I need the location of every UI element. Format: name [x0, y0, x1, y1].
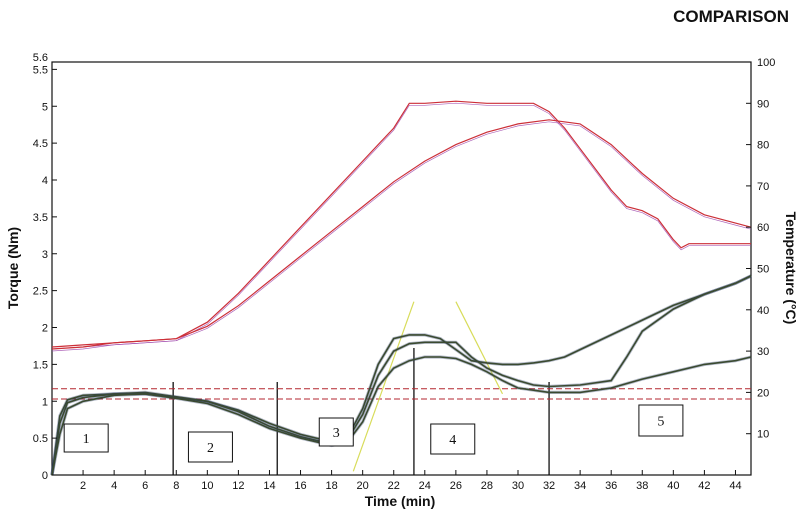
left-tick-label: 0.5	[33, 433, 48, 445]
guide-line-2	[455, 301, 504, 395]
left-tick-label: 5	[42, 101, 48, 113]
x-tick-label: 40	[667, 480, 679, 492]
torque-series-1-band	[50, 274, 752, 476]
x-tick-label: 16	[294, 480, 306, 492]
x-tick-label: 44	[729, 480, 741, 492]
guide-lines	[352, 301, 504, 472]
left-tick-label: 3	[42, 249, 48, 261]
phase-box-label: 3	[333, 426, 340, 441]
torque-series-2-band	[50, 274, 752, 476]
x-tick-label: 38	[636, 480, 648, 492]
left-tick-label: 3.5	[33, 212, 48, 224]
right-tick-label: 40	[757, 305, 769, 317]
x-tick-label: 32	[543, 480, 555, 492]
temperature-series-2-replicate	[51, 121, 752, 352]
phase-box-label: 5	[657, 415, 664, 430]
x-axis-ticks: 2 4 6 8 10 12 14 16 18 20 22 24 26 28 30 32 34 36 38 40 42 44	[80, 470, 742, 492]
right-tick-label: 70	[757, 181, 769, 193]
right-tick-label: 60	[757, 222, 769, 234]
right-axis-ticks: 10 20 30 40 50 60 70 80 90 100	[746, 57, 775, 441]
phase-boundary-lines	[172, 348, 550, 475]
phase-label-boxes: 1 2 3 4 5	[63, 404, 684, 463]
temperature-series-1	[51, 100, 751, 348]
right-tick-label: 80	[757, 140, 769, 152]
torque-series-1	[51, 275, 752, 476]
right-tick-label: 10	[757, 429, 769, 441]
x-tick-label: 24	[419, 480, 431, 492]
torque-series-3	[51, 356, 752, 476]
guide-line-1	[352, 301, 415, 472]
x-tick-label: 20	[357, 480, 369, 492]
right-tick-label: 90	[757, 98, 769, 110]
x-tick-label: 14	[263, 480, 275, 492]
phase-box-label: 4	[449, 433, 456, 448]
x-tick-label: 18	[325, 480, 337, 492]
phase-box-frame	[63, 423, 109, 453]
x-tick-label: 34	[574, 480, 586, 492]
x-tick-label: 42	[698, 480, 710, 492]
right-axis-title: Temperature (°C)	[783, 212, 799, 325]
x-tick-label: 10	[201, 480, 213, 492]
x-tick-label: 22	[388, 480, 400, 492]
x-tick-label: 8	[173, 480, 179, 492]
right-tick-label: 30	[757, 346, 769, 358]
phase-box-2: 2	[187, 431, 233, 463]
temperature-series-1-replicate	[51, 102, 751, 350]
temperature-series-2	[51, 119, 752, 350]
phase-box-frame	[430, 423, 476, 455]
phase-box-label: 2	[207, 441, 214, 456]
phase-box-4: 4	[430, 423, 476, 455]
x-tick-label: 2	[80, 480, 86, 492]
left-axis-ticks: 0 0.5 1 1.5 2 2.5 3 3.5 4 4.5 5 5.55.6	[33, 52, 57, 482]
x-tick-label: 28	[481, 480, 493, 492]
x-tick-label: 30	[512, 480, 524, 492]
phase-box-frame	[318, 417, 354, 447]
left-tick-label: 2	[42, 323, 48, 335]
phase-box-frame	[187, 431, 233, 463]
phase-box-3: 3	[318, 417, 354, 447]
chart-title: COMPARISON	[673, 7, 789, 26]
phase-box-1: 1	[63, 423, 109, 453]
left-tick-label: 0	[42, 470, 48, 482]
left-tick-label: 4.5	[33, 138, 48, 150]
temperature-series-group	[51, 100, 752, 352]
left-tick-label: 4	[42, 175, 48, 187]
left-tick-label: 1	[42, 396, 48, 408]
left-tick-label: 2.5	[33, 286, 48, 298]
x-tick-label: 4	[111, 480, 117, 492]
torque-series-2	[51, 275, 752, 476]
x-tick-label: 26	[450, 480, 462, 492]
x-tick-label: 36	[605, 480, 617, 492]
right-tick-label: 100	[757, 57, 775, 69]
phase-box-label: 1	[83, 432, 90, 447]
x-tick-label: 12	[232, 480, 244, 492]
x-axis-title: Time (min)	[365, 493, 436, 509]
left-axis-title: Torque (Nm)	[5, 227, 21, 309]
phase-box-5: 5	[638, 404, 684, 437]
right-tick-label: 20	[757, 387, 769, 399]
phase-box-frame	[638, 404, 684, 437]
left-tick-label: 1.5	[33, 359, 48, 371]
torque-series-group	[50, 274, 752, 476]
left-tick-label: 5.5	[33, 64, 48, 76]
left-tick-label: 5.6	[33, 52, 48, 64]
x-tick-label: 6	[142, 480, 148, 492]
right-tick-label: 50	[757, 264, 769, 276]
